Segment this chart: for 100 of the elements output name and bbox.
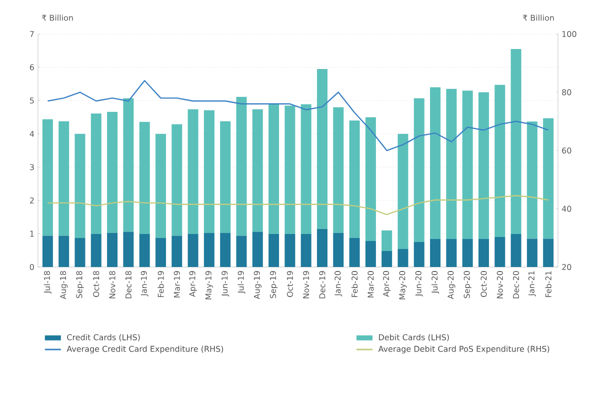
x-tick-label: Jul-20	[431, 271, 440, 294]
x-tick-label: Oct-20	[480, 271, 487, 297]
bar	[188, 234, 198, 267]
y2-tick-label: 20	[562, 264, 572, 270]
x-tick-label: Jun-19	[222, 271, 230, 297]
bar	[510, 48, 522, 234]
bar	[204, 110, 214, 234]
x-tick-label: Jan-21	[528, 271, 536, 296]
y2-tick-label: 100	[562, 30, 576, 38]
y-tick-label: 1	[30, 230, 34, 237]
x-tick-label: Jan-19	[140, 271, 148, 296]
bar	[90, 234, 102, 267]
bar	[90, 114, 102, 234]
bar	[220, 121, 231, 234]
y-tick-label: 0	[30, 264, 34, 270]
bar	[446, 239, 457, 267]
bar	[478, 92, 489, 240]
x-tick-label: Oct-18	[93, 271, 100, 297]
bar	[333, 233, 344, 267]
bar	[333, 107, 344, 234]
bar	[462, 90, 473, 240]
legend-label: Debit Cards (LHS)	[379, 334, 449, 342]
bar	[526, 238, 538, 267]
x-tick-label: Mar-20	[368, 271, 374, 298]
bar	[398, 134, 408, 250]
bar	[543, 238, 554, 267]
bar	[74, 238, 86, 267]
x-tick-label: Apr-19	[189, 271, 197, 297]
x-tick-label: Jul-18	[44, 271, 52, 294]
x-tick-label: Dec-19	[319, 271, 326, 298]
bar	[155, 238, 166, 267]
y2-tick-label: 40	[562, 206, 572, 212]
x-tick-label: Nov-20	[496, 271, 503, 298]
bar	[526, 122, 538, 239]
bar	[300, 234, 312, 267]
y-tick-label: 3	[30, 164, 34, 170]
bar	[462, 239, 473, 267]
y2-tick-label: 60	[562, 147, 572, 154]
bar	[365, 241, 376, 267]
bar	[172, 236, 182, 267]
bar	[510, 234, 522, 267]
x-tick-label: Jul-19	[238, 271, 246, 294]
bar	[252, 109, 263, 232]
x-tick-label: Sep-20	[464, 271, 472, 298]
bar	[414, 98, 424, 242]
bar	[284, 106, 296, 234]
bar	[382, 251, 392, 267]
bar	[58, 121, 70, 236]
legend-label: Average Debit Card PoS Expenditure (RHS)	[378, 346, 550, 354]
bar	[139, 122, 150, 234]
x-tick-label: Aug-20	[448, 271, 456, 300]
bar	[494, 84, 506, 238]
x-tick-label: May-20	[399, 271, 407, 300]
bar	[58, 236, 70, 267]
bar	[398, 249, 408, 267]
x-tick-label: Apr-20	[383, 271, 391, 297]
y2-axis-title: ₹ Billion	[522, 14, 554, 21]
x-tick-label: Feb-20	[351, 271, 358, 297]
bar	[139, 234, 150, 267]
x-tick-label: Jan-20	[334, 271, 342, 296]
bar	[478, 239, 489, 267]
x-tick-label: Sep-18	[76, 271, 84, 298]
bar	[494, 237, 506, 267]
bar	[236, 236, 247, 267]
x-tick-label: Nov-18	[109, 271, 116, 298]
bar	[446, 88, 457, 240]
legend-label: Average Credit Card Expenditure (RHS)	[66, 346, 224, 354]
bar	[74, 134, 86, 238]
x-tick-label: May-19	[205, 271, 213, 300]
bar	[414, 242, 424, 267]
bar	[268, 104, 280, 234]
bar	[155, 134, 166, 238]
x-tick-label: Jun-20	[415, 271, 423, 297]
y-axis-title: ₹ Billion	[42, 14, 73, 21]
y-tick-label: 6	[30, 64, 34, 70]
x-tick-label: Aug-19	[254, 271, 262, 300]
bar	[252, 232, 263, 267]
x-tick-label: Nov-19	[303, 271, 310, 298]
bar	[430, 239, 441, 267]
x-tick-label: Feb-21	[545, 271, 552, 297]
bar	[382, 230, 392, 252]
bar	[543, 118, 554, 239]
bar	[284, 234, 296, 267]
bar	[123, 232, 134, 267]
bar	[172, 124, 182, 236]
x-tick-label: Mar-19	[174, 271, 180, 298]
x-tick-label: Oct-19	[286, 271, 293, 297]
y-tick-label: 5	[30, 98, 34, 104]
bar	[204, 233, 214, 267]
bar	[188, 109, 198, 234]
x-tick-label: Feb-19	[158, 271, 164, 297]
bar	[220, 233, 231, 267]
x-tick-label: Aug-18	[60, 271, 68, 300]
y-tick-label: 4	[30, 130, 34, 137]
x-tick-label: Sep-19	[270, 271, 278, 298]
bar	[123, 98, 134, 232]
bar	[107, 112, 118, 234]
y-tick-label: 2	[30, 197, 34, 204]
x-tick-label: Dec-18	[125, 271, 132, 298]
bar	[236, 96, 247, 236]
